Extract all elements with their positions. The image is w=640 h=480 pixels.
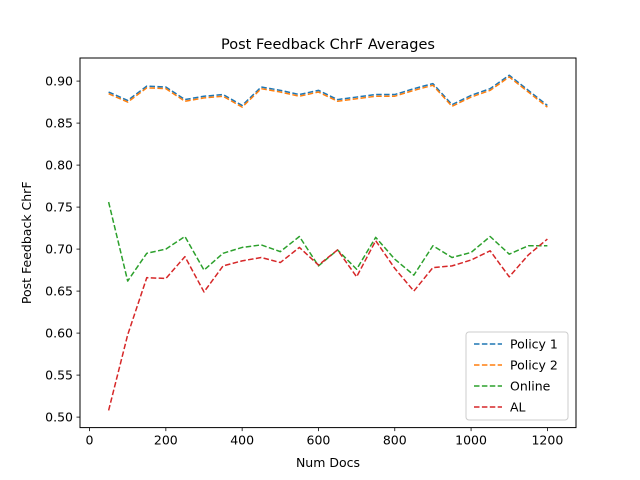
y-axis-label: Post Feedback ChrF xyxy=(19,181,34,304)
x-tick-label-5: 1000 xyxy=(455,433,487,448)
series-line-0 xyxy=(108,74,548,107)
chart-title: Post Feedback ChrF Averages xyxy=(221,37,435,53)
y-tick-label-4: 0.70 xyxy=(45,242,73,257)
y-tick-label-6: 0.80 xyxy=(45,158,73,173)
legend-label-1: Policy 2 xyxy=(510,358,558,373)
x-axis-label: Num Docs xyxy=(296,455,360,470)
legend-label-0: Policy 1 xyxy=(510,337,558,352)
x-tick-label-2: 400 xyxy=(230,433,254,448)
y-tick-label-0: 0.50 xyxy=(45,410,73,425)
legend-label-2: Online xyxy=(510,379,551,394)
x-tick-label-4: 800 xyxy=(383,433,407,448)
y-tick-label-5: 0.75 xyxy=(45,200,73,215)
y-tick-label-2: 0.60 xyxy=(45,326,73,341)
legend-label-3: AL xyxy=(510,400,526,415)
y-tick-label-8: 0.90 xyxy=(45,74,73,89)
plot-frame xyxy=(79,57,577,429)
y-axis: 0.50 0.55 0.60 0.65 0.70 0.75 0.80 0.85 0.90 xyxy=(45,74,80,425)
y-tick-label-7: 0.85 xyxy=(45,116,73,131)
x-tick-label-3: 600 xyxy=(307,433,331,448)
y-tick-label-1: 0.55 xyxy=(45,368,73,383)
y-tick-label-3: 0.65 xyxy=(45,284,73,299)
legend-box xyxy=(465,331,569,421)
series-line-1 xyxy=(108,76,548,108)
series-layer xyxy=(107,74,548,411)
x-tick-label-0: 0 xyxy=(86,433,94,448)
x-axis: 0 200 400 600 800 1000 1200 xyxy=(86,427,563,448)
legend: Policy 1 Policy 2 Online AL xyxy=(465,331,569,421)
series-line-3 xyxy=(107,238,548,411)
x-tick-label-6: 1200 xyxy=(531,433,563,448)
x-tick-label-1: 200 xyxy=(154,433,178,448)
